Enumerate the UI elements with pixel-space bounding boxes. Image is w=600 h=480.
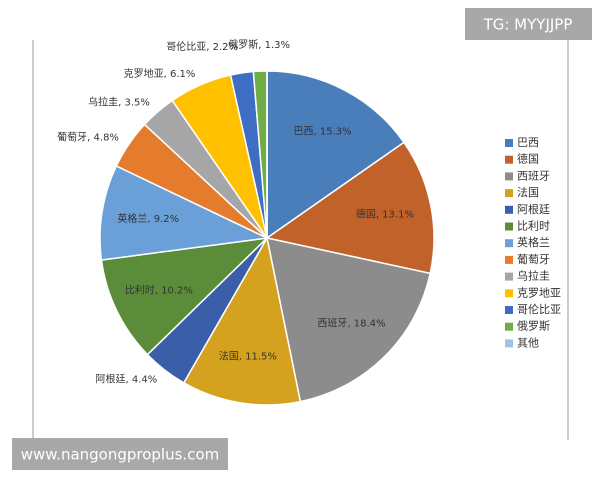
pie-slice xyxy=(182,235,302,406)
watermark: www.nangongproplus.com xyxy=(21,446,219,464)
legend-label: 俄罗斯 xyxy=(517,320,550,333)
watermark: TG: MYYJJPP xyxy=(483,16,573,34)
legend-swatch xyxy=(505,222,513,231)
legend-swatch xyxy=(505,306,513,314)
legend-label: 比利时 xyxy=(517,220,550,233)
legend-label: 阿根廷 xyxy=(517,202,550,216)
legend-swatch xyxy=(505,289,513,298)
legend-label: 西班牙 xyxy=(517,169,550,182)
legend-label: 法国 xyxy=(517,185,539,199)
legend-swatch xyxy=(505,189,513,198)
legend-label: 克罗地亚 xyxy=(517,286,561,299)
pie-slice xyxy=(265,141,435,275)
data-label: 克罗地亚, 6.1% xyxy=(124,67,196,80)
legend-label: 哥伦比亚 xyxy=(517,302,561,316)
legend-label: 德国 xyxy=(517,152,539,166)
legend-label: 乌拉圭 xyxy=(517,269,550,283)
legend-label: 英格兰 xyxy=(517,235,550,249)
pie-slice xyxy=(99,164,270,261)
legend-label: 其他 xyxy=(517,336,539,349)
legend-swatch xyxy=(505,139,513,147)
data-label: 英格兰, 9.2% xyxy=(117,212,179,225)
data-label: 德国, 13.1% xyxy=(356,207,414,220)
pie-slice xyxy=(266,70,405,240)
data-label: 哥伦比亚, 2.2% xyxy=(166,40,238,53)
legend-swatch xyxy=(505,239,513,248)
watermark-box xyxy=(465,8,592,40)
legend-swatch xyxy=(505,255,513,264)
data-label: 巴西, 15.3% xyxy=(294,125,352,137)
data-label: 葡萄牙, 4.8% xyxy=(57,130,119,143)
legend-swatch xyxy=(505,339,513,348)
watermark-box xyxy=(12,438,228,470)
data-label: 阿根廷, 4.4% xyxy=(96,372,158,385)
legend-swatch xyxy=(505,172,513,181)
data-label: 俄罗斯, 1.3% xyxy=(228,38,290,51)
data-label: 比利时, 10.2% xyxy=(125,285,193,297)
legend-swatch xyxy=(505,272,513,281)
pie-slice xyxy=(266,237,432,403)
pie-slice xyxy=(100,236,270,356)
legend-label: 巴西 xyxy=(517,136,539,149)
data-label: 法国, 11.5% xyxy=(219,350,277,363)
data-label: 西班牙, 18.4% xyxy=(317,318,385,330)
legend-swatch xyxy=(505,155,513,164)
legend-swatch xyxy=(505,205,513,214)
data-label: 乌拉圭, 3.5% xyxy=(88,96,150,109)
legend-swatch xyxy=(505,322,513,331)
legend-label: 葡萄牙 xyxy=(517,253,550,266)
